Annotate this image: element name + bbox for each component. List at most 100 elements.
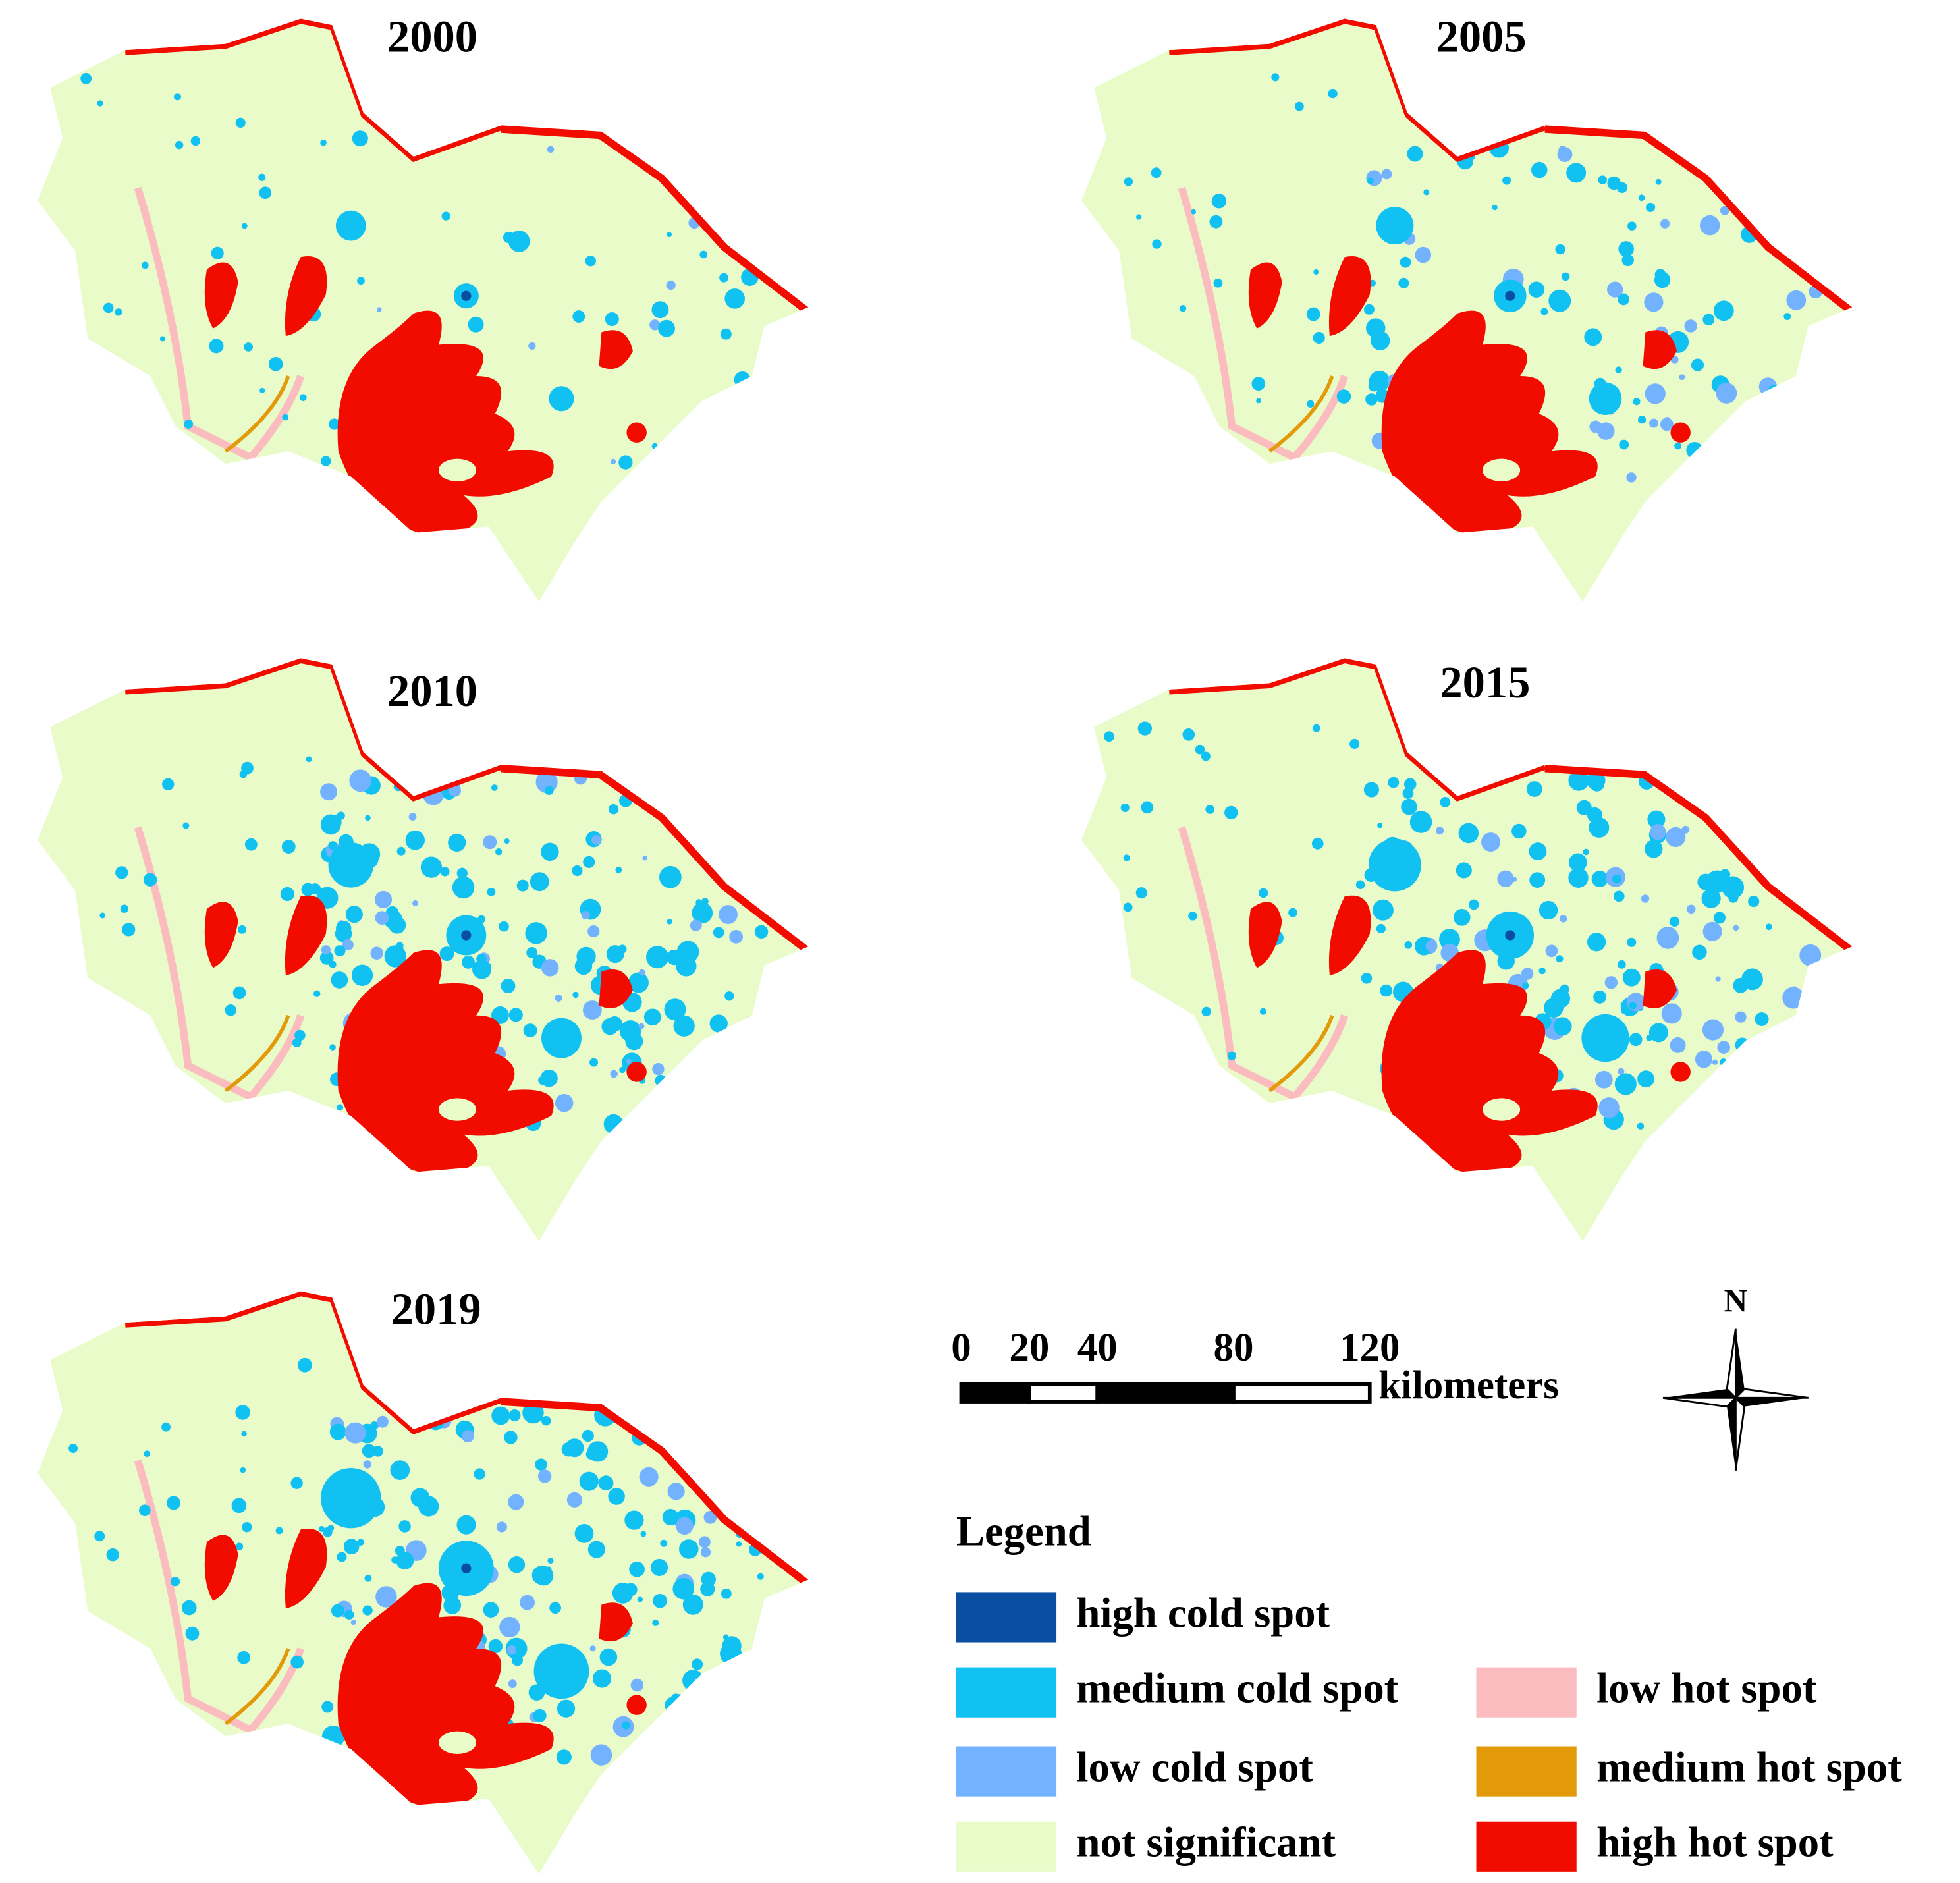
cold-spot: [1670, 1037, 1686, 1053]
scale-segment: [1027, 1382, 1100, 1404]
cold-spot: [1713, 912, 1726, 924]
cold-spot: [1355, 880, 1365, 889]
scale-label: 120: [1340, 1326, 1400, 1370]
cold-spot: [582, 1429, 594, 1442]
cold-spot: [309, 883, 321, 895]
cold-spot: [299, 394, 307, 401]
cold-spot: [537, 1469, 552, 1483]
river: [125, 18, 503, 163]
cold-spot: [1702, 314, 1715, 326]
cold-spot: [1492, 204, 1498, 211]
cold-spot: [585, 1449, 597, 1460]
cold-spot: [1777, 401, 1796, 420]
panel-title: 2005: [1436, 12, 1527, 62]
cold-spot: [673, 1015, 695, 1037]
cold-spot: [343, 1539, 360, 1555]
cold-spot: [694, 1465, 701, 1472]
cold-spot: [1813, 1033, 1822, 1041]
cold-spot: [1694, 1119, 1703, 1128]
cold-spot: [1456, 862, 1472, 879]
cold-spot: [670, 1693, 680, 1703]
cold-spot: [357, 277, 365, 285]
cold-spot: [610, 1070, 618, 1078]
cold-spot: [736, 1541, 742, 1547]
cold-spot: [699, 846, 705, 853]
lake: [1381, 950, 1598, 1176]
hot-spot: [626, 422, 647, 443]
map-panel: [38, 18, 809, 602]
cold-spot: [1141, 801, 1154, 814]
cold-spot: [1733, 791, 1741, 799]
cold-spot: [357, 1539, 365, 1546]
cold-spot: [572, 991, 579, 998]
cold-spot: [691, 919, 702, 931]
cold-spot: [448, 833, 466, 852]
cold-spot: [676, 1517, 694, 1535]
cold-spot: [1566, 163, 1587, 183]
cold-spot: [700, 819, 723, 842]
cold-spot: [483, 835, 497, 850]
river: [1169, 658, 1546, 802]
cold-spot: [329, 418, 340, 430]
cold-spot: [362, 1444, 376, 1458]
cold-spot: [742, 1708, 761, 1728]
lake: [337, 1583, 554, 1809]
cold-spot: [1622, 968, 1641, 987]
cold-spot: [715, 777, 734, 796]
city-core: [335, 210, 366, 241]
cold-spot: [344, 1422, 366, 1444]
cold-spot: [1646, 202, 1656, 212]
cold-spot: [544, 786, 554, 796]
cold-spot: [1458, 823, 1479, 844]
cold-spot: [610, 458, 616, 464]
cold-spot: [695, 1080, 708, 1093]
cold-spot: [352, 130, 368, 147]
cold-spot: [321, 945, 331, 955]
cold-spot: [1307, 400, 1315, 408]
cold-spot: [618, 455, 633, 470]
cold-spot: [1540, 308, 1548, 315]
cold-spot: [320, 139, 327, 146]
cold-spot: [667, 1483, 685, 1500]
cold-spot: [640, 1531, 647, 1537]
cold-spot: [1783, 874, 1790, 881]
scale-label: 20: [1009, 1326, 1049, 1370]
cold-spot: [755, 1112, 775, 1132]
cold-spot: [581, 911, 590, 920]
cold-spot: [1792, 1076, 1813, 1097]
cold-spot: [1402, 788, 1414, 799]
cold-spot: [1803, 426, 1821, 443]
cold-spot: [370, 1421, 379, 1430]
cold-spot: [608, 1488, 625, 1505]
cold-spot: [1436, 827, 1444, 835]
scale-segment: [1232, 1382, 1372, 1404]
cold-spot: [745, 793, 755, 803]
cold-spot: [742, 1064, 763, 1085]
cold-spot: [516, 879, 529, 892]
cold-spot: [1712, 1059, 1718, 1065]
cold-spot: [721, 1588, 732, 1599]
cold-spot: [1621, 1006, 1629, 1014]
cold-spot: [1715, 976, 1721, 982]
cold-spot: [1468, 899, 1479, 910]
cold-spot: [530, 872, 549, 892]
legend-swatch: [1476, 1746, 1577, 1797]
cold-spot: [452, 876, 475, 899]
cold-spot: [1502, 176, 1511, 185]
cold-spot: [1629, 1002, 1637, 1010]
cold-spot: [666, 280, 676, 290]
cold-spot: [622, 1721, 630, 1730]
cold-spot: [652, 1619, 659, 1626]
cold-spot: [231, 1498, 247, 1514]
city-center: [1505, 930, 1515, 941]
cold-spot: [1211, 194, 1227, 209]
cold-spot: [1598, 1097, 1620, 1118]
cold-spot: [1650, 823, 1666, 840]
cold-spot: [1556, 955, 1564, 963]
cold-spot: [638, 969, 645, 976]
cold-spot: [724, 1726, 734, 1735]
cold-spot: [1529, 842, 1547, 861]
cold-spot: [1806, 260, 1813, 267]
cold-spot: [449, 784, 462, 797]
cold-spot: [1743, 162, 1755, 173]
